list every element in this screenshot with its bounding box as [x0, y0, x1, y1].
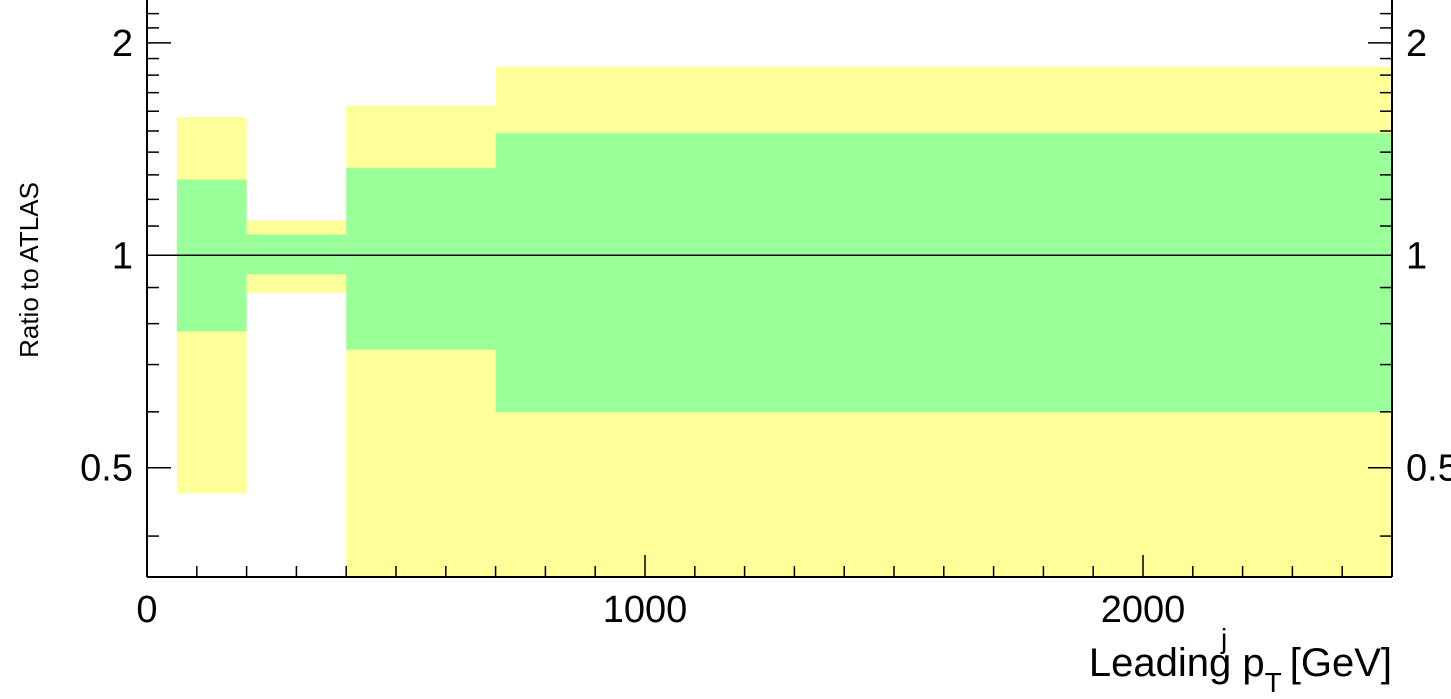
plot-frame	[146, 0, 1393, 578]
x-axis-title-subscript: T	[1265, 667, 1282, 698]
axis-ticks	[146, 12, 1393, 577]
y-tick-label-left: 0.5	[80, 448, 133, 490]
tick-labels: 0 1000 2000 0.5 0.5 1 1 2 2	[80, 23, 1451, 631]
y-tick-label-right: 1	[1406, 235, 1427, 277]
x-axis-title: Leading pT [GeV]	[1089, 641, 1392, 698]
y-tick-label-right: 0.5	[1406, 448, 1451, 490]
inner-band-bin-3	[346, 167, 496, 350]
x-axis-title-unit: [GeV]	[1290, 641, 1392, 685]
inner-band-bin-4	[495, 133, 1393, 412]
y-axis-title: Ratio to ATLAS	[14, 182, 44, 358]
inner-band-bin-2	[246, 234, 347, 275]
y-tick-label-left: 2	[112, 23, 133, 65]
y-tick-label-left: 1	[112, 235, 133, 277]
x-axis-title-superscript: j	[1220, 623, 1227, 654]
x-tick-label: 1000	[603, 589, 688, 631]
x-tick-label: 0	[136, 589, 157, 631]
x-axis-title-main: Leading p	[1089, 641, 1265, 685]
x-tick-label: 2000	[1101, 589, 1186, 631]
y-tick-label-right: 2	[1406, 23, 1427, 65]
uncertainty-bands	[176, 66, 1393, 577]
